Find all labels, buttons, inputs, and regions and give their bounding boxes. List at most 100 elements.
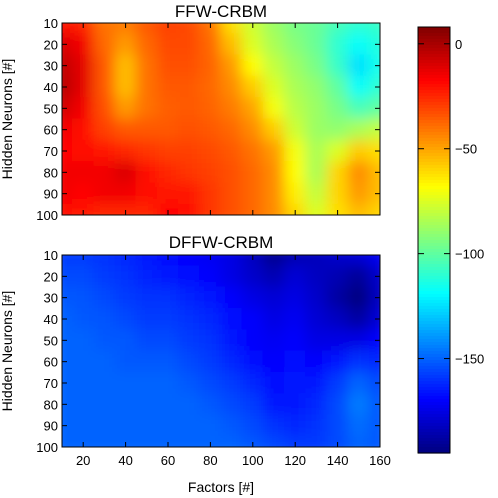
y-axis-label: Hidden Neurons [#] [0,59,15,180]
heatmap-cell [72,265,95,288]
heatmap-cell [220,75,243,99]
colorbar-step [418,261,450,265]
heatmap-cell [135,435,158,447]
heatmap-cell [114,97,137,120]
colorbar-step [418,60,450,64]
heatmap-cell [241,265,264,288]
heatmap-cell [368,75,380,99]
heatmap-cell [178,393,201,416]
colorbar-step [418,447,450,451]
colorbar-step [418,132,450,136]
colorbar-step [418,105,450,109]
panel-title: DFFW-CRBM [169,233,274,252]
heatmap-cell [93,414,116,437]
colorbar-step [418,222,450,226]
colorbar-step [418,213,450,217]
heatmap-cell [262,75,286,99]
heatmap-cell [199,255,222,267]
heatmap-cell [93,435,116,447]
heatmap-cell [135,255,158,267]
y-tick-label: 50 [44,101,58,116]
heatmap-cell [326,97,349,120]
colorbar-step [418,387,450,391]
colorbar-step [418,384,450,388]
colorbar-step [418,441,450,445]
heatmap-cell [178,286,201,309]
heatmap-cell [368,161,380,184]
axis-ticks: 10 20 30 40 50 60 70 80 90 100 20 40 60 80 100 120 140 16… [36,248,391,468]
panel-title: FFW-CRBM [175,2,267,21]
heatmap-cell [220,286,243,309]
heatmap-cell [178,265,201,288]
heatmap-cell [178,97,201,120]
heatmap-cell [326,307,349,331]
colorbar-step [418,327,450,331]
colorbar-step [418,168,450,172]
heatmap-cell [368,182,380,205]
heatmap-cell [93,182,116,205]
heatmap-cell [347,23,370,35]
colorbar-step [418,402,450,406]
colorbar-step [418,411,450,415]
y-tick-label: 90 [44,187,58,202]
x-tick-label: 120 [284,453,306,468]
heatmap-cell [178,329,201,352]
heatmap-cell [156,118,180,141]
heatmap-cell [72,75,95,99]
heatmap-cell [114,54,137,77]
heatmap-cell [178,307,201,331]
heatmap-cell [262,203,286,215]
colorbar-step [418,108,450,112]
colorbar-step [418,270,450,274]
heatmap-cell [368,33,380,56]
heatmap-cell [156,75,180,99]
colorbar-step [418,189,450,193]
colorbar-step [418,336,450,340]
colorbar-step [418,405,450,409]
heatmap-cell [305,350,328,373]
heatmap-cell [241,97,264,120]
heatmap-cell [368,54,380,77]
heatmap-cell [135,182,158,205]
heatmap-cell [178,23,201,35]
colorbar-step [418,90,450,94]
colorbar: 0 −50 −100 −150 [417,26,484,454]
colorbar-step [418,219,450,223]
heatmap-cell [284,255,307,267]
heatmap-cell [72,329,95,352]
heatmap-cell [62,118,74,141]
heatmap-cell [262,97,286,120]
heatmap-cell [135,329,158,352]
colorbar-step [418,138,450,142]
colorbar-step [418,294,450,298]
heatmap-cell [178,255,201,267]
x-tick-label: 80 [203,453,217,468]
heatmap-cell [241,393,264,416]
heatmap-cell [347,414,370,437]
heatmap-cell [114,371,137,395]
heatmap-cell [326,393,349,416]
heatmap-cell [93,203,116,215]
heatmap-cell [199,75,222,99]
heatmap-cell [72,97,95,120]
heatmap-cell [347,203,370,215]
heatmap-cell [368,350,380,373]
heatmap-cell [72,203,95,215]
heatmap-cell [93,265,116,288]
heatmap-cell [93,23,116,35]
heatmap-cell [220,118,243,141]
heatmap-cell [199,203,222,215]
colorbar-step [418,192,450,196]
heatmap-cell [326,54,349,77]
heatmap-cell [62,435,74,447]
heatmap-cell [262,139,286,163]
colorbar-step [418,396,450,400]
heatmap-cell [114,265,137,288]
heatmap-cell [347,139,370,163]
heatmap-cell [326,118,349,141]
colorbar-step [418,42,450,46]
heatmap-cell [199,286,222,309]
heatmap-cell [347,75,370,99]
heatmap-cell [284,54,307,77]
